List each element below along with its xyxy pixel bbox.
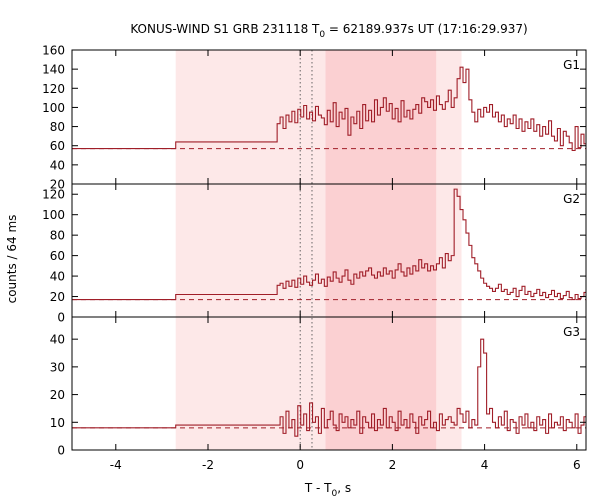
y-axis-label: counts / 64 ms	[5, 215, 19, 304]
y-tick-label-G2-0: 0	[57, 311, 65, 325]
chart-title-suffix: = 62189.937s UT (17:16:29.937)	[325, 22, 528, 36]
y-tick-label-G2-120: 120	[42, 188, 65, 202]
axes-frame	[71, 49, 587, 451]
y-tick-label-G2-40: 40	[50, 270, 65, 284]
light-curve-G1	[72, 66, 586, 152]
y-tick-label-G1-100: 100	[42, 101, 65, 115]
x-axis-label-sub: 0	[332, 489, 338, 499]
chart-title-sub: 0	[319, 30, 325, 40]
x-axis-ticks: -4 -2 0 2 4 6	[110, 50, 581, 472]
chart-title-prefix: KONUS-WIND S1 GRB 231118 T	[130, 22, 320, 36]
light-curve-G3	[72, 338, 586, 437]
y-tick-label-G2-100: 100	[42, 208, 65, 222]
y-tick-label-G2-20: 20	[50, 290, 65, 304]
y-tick-label-G2-60: 60	[50, 249, 65, 263]
y-tick-label-G1-20: 20	[50, 178, 65, 192]
y-tick-label-G2-80: 80	[50, 229, 65, 243]
panel-G1: 20 40 60 80 100 120 140 160 G1	[42, 44, 586, 192]
x-tick-label-6: 6	[573, 458, 581, 472]
y-tick-label-G3-40: 40	[50, 333, 65, 347]
x-tick-label--2: -2	[202, 458, 214, 472]
x-tick-label-4: 4	[481, 458, 489, 472]
x-axis-label-prefix: T - T	[304, 481, 332, 495]
panel-label-G3: G3	[563, 325, 580, 339]
y-tick-label-G1-140: 140	[42, 63, 65, 77]
vertical-markers	[299, 50, 313, 450]
panel-G3: 0 10 20 30 40 G3	[50, 325, 586, 458]
x-axis-label: T - T0, s	[304, 481, 351, 499]
y-tick-label-G3-0: 0	[57, 444, 65, 458]
y-tick-label-G1-80: 80	[50, 120, 65, 134]
y-tick-label-G1-160: 160	[42, 44, 65, 58]
plot-border	[71, 49, 587, 451]
y-tick-label-G1-120: 120	[42, 82, 65, 96]
chart-title: KONUS-WIND S1 GRB 231118 T0 = 62189.937s…	[130, 22, 527, 40]
shaded-intervals	[175, 50, 462, 450]
panel-G2: 0 20 40 60 80 100 120 G2	[42, 188, 586, 325]
light-curve-G2	[72, 188, 586, 301]
y-tick-label-G1-40: 40	[50, 158, 65, 172]
panel-label-G2: G2	[563, 192, 580, 206]
y-tick-label-G3-30: 30	[50, 360, 65, 374]
x-tick-label-2: 2	[389, 458, 397, 472]
panel-label-G1: G1	[563, 58, 580, 72]
y-tick-label-G1-60: 60	[50, 139, 65, 153]
y-tick-label-G3-20: 20	[50, 388, 65, 402]
x-axis-label-suffix: , s	[337, 481, 351, 495]
y-tick-label-G3-10: 10	[50, 416, 65, 430]
x-tick-label-0: 0	[296, 458, 304, 472]
shaded-interval-1	[325, 50, 437, 450]
x-tick-label--4: -4	[110, 458, 122, 472]
